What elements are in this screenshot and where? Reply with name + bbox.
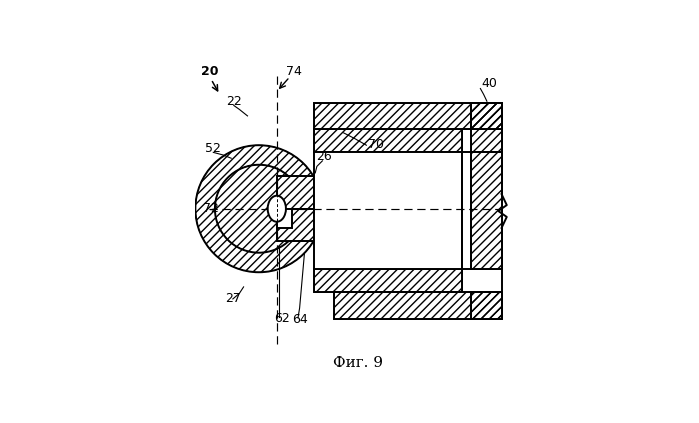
Text: 40: 40 bbox=[482, 77, 497, 90]
Bar bbox=[315, 103, 502, 129]
Text: 72: 72 bbox=[203, 202, 218, 215]
Bar bbox=[315, 269, 463, 292]
Text: 52: 52 bbox=[205, 142, 221, 155]
Bar bbox=[277, 176, 315, 209]
Bar bbox=[470, 103, 502, 152]
Bar bbox=[470, 292, 502, 319]
Text: 22: 22 bbox=[226, 94, 242, 107]
Text: 26: 26 bbox=[316, 150, 331, 163]
Bar bbox=[277, 176, 315, 209]
Bar bbox=[470, 103, 502, 129]
Bar bbox=[277, 209, 315, 241]
Bar bbox=[470, 152, 502, 269]
Text: 62: 62 bbox=[275, 312, 290, 325]
Bar bbox=[334, 292, 502, 319]
Bar bbox=[277, 209, 291, 228]
Text: Фиг. 9: Фиг. 9 bbox=[333, 357, 383, 371]
Text: 27: 27 bbox=[224, 291, 240, 305]
Ellipse shape bbox=[268, 196, 286, 222]
Text: 70: 70 bbox=[368, 138, 384, 151]
Text: 74: 74 bbox=[286, 65, 302, 78]
Text: 64: 64 bbox=[291, 313, 308, 326]
Bar bbox=[277, 209, 315, 241]
Bar bbox=[315, 269, 463, 292]
Bar bbox=[463, 152, 470, 269]
Text: 20: 20 bbox=[201, 65, 219, 78]
Bar bbox=[470, 152, 502, 269]
Bar bbox=[315, 129, 463, 152]
Bar bbox=[315, 103, 502, 129]
Circle shape bbox=[196, 145, 322, 272]
Bar bbox=[470, 103, 502, 152]
Circle shape bbox=[215, 165, 303, 253]
Bar bbox=[334, 292, 502, 319]
Bar bbox=[470, 103, 502, 129]
Bar bbox=[315, 152, 463, 269]
Bar bbox=[315, 129, 463, 152]
Bar bbox=[470, 292, 502, 319]
